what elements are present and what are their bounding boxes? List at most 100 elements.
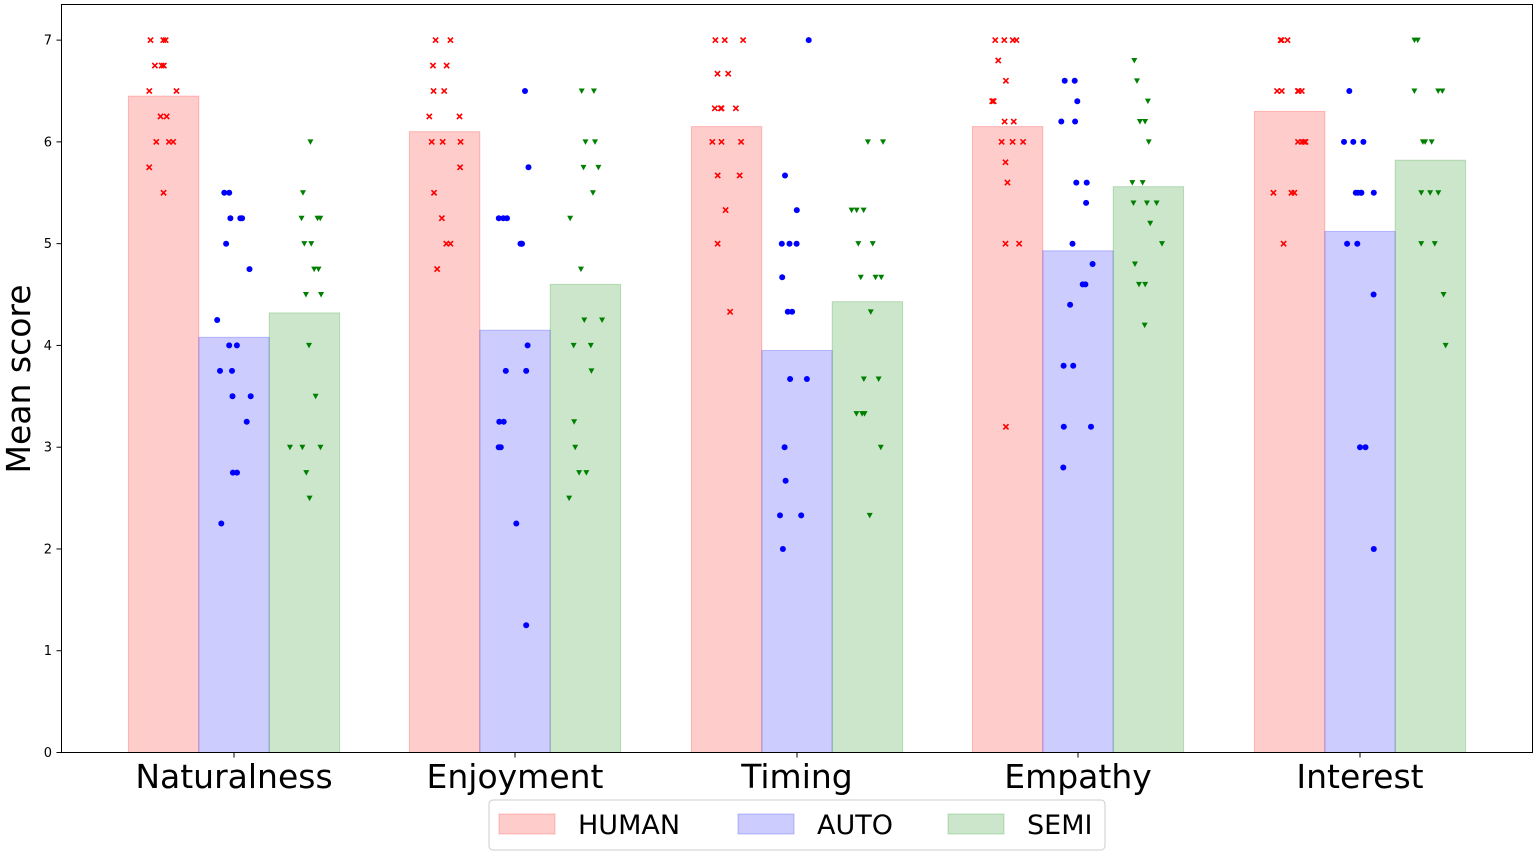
point-auto-empathy bbox=[1083, 199, 1090, 206]
point-auto-empathy bbox=[1079, 281, 1086, 288]
point-semi-empathy bbox=[1133, 78, 1140, 84]
point-semi-timing bbox=[866, 512, 873, 519]
point-auto-interest bbox=[1352, 189, 1359, 196]
x-tick-label-empathy: Empathy bbox=[1004, 757, 1152, 796]
point-human-timing bbox=[712, 36, 719, 44]
point-human-naturalness bbox=[151, 62, 159, 69]
point-human-naturalness bbox=[146, 87, 153, 95]
point-human-timing bbox=[732, 105, 740, 112]
point-semi-naturalness bbox=[315, 266, 322, 273]
point-auto-timing bbox=[779, 546, 786, 552]
point-semi-naturalness bbox=[298, 215, 305, 222]
point-semi-naturalness bbox=[312, 393, 319, 400]
bar-semi-empathy bbox=[1112, 186, 1185, 753]
point-auto-interest bbox=[1370, 291, 1377, 298]
point-semi-interest bbox=[1418, 190, 1425, 196]
point-semi-empathy bbox=[1131, 57, 1138, 64]
point-human-enjoyment bbox=[441, 87, 448, 95]
point-semi-timing bbox=[860, 207, 867, 214]
point-semi-interest bbox=[1435, 88, 1442, 95]
point-semi-timing bbox=[875, 376, 882, 383]
x-axis: Naturalness Enjoyment Timing Empathy Interes… bbox=[135, 752, 1424, 796]
point-human-enjoyment bbox=[443, 62, 450, 69]
point-auto-timing bbox=[779, 274, 786, 281]
point-human-enjoyment bbox=[426, 113, 433, 120]
point-semi-interest bbox=[1428, 139, 1435, 145]
point-human-naturalness bbox=[158, 62, 165, 69]
point-auto-timing bbox=[781, 444, 788, 451]
point-semi-timing bbox=[861, 411, 868, 417]
point-human-interest bbox=[1280, 240, 1287, 247]
point-auto-interest bbox=[1370, 546, 1377, 552]
point-human-interest bbox=[1288, 189, 1295, 196]
point-semi-timing bbox=[864, 139, 871, 145]
point-human-empathy bbox=[1001, 118, 1008, 125]
point-auto-empathy bbox=[1083, 179, 1090, 186]
point-semi-enjoyment bbox=[587, 342, 594, 349]
point-semi-enjoyment bbox=[588, 368, 595, 374]
point-human-timing bbox=[737, 138, 745, 146]
point-semi-empathy bbox=[1141, 322, 1148, 329]
point-human-enjoyment bbox=[428, 138, 435, 146]
y-tick-label: 6 bbox=[44, 135, 52, 150]
point-semi-interest bbox=[1414, 37, 1421, 44]
point-human-naturalness bbox=[160, 62, 167, 69]
point-auto-timing bbox=[782, 172, 788, 179]
y-axis: 0 1 2 3 4 5 6 7 bbox=[44, 34, 62, 761]
point-auto-timing bbox=[778, 240, 785, 247]
scatter-points-layer bbox=[146, 36, 1449, 629]
legend-label-auto: AUTO bbox=[817, 810, 893, 841]
point-human-naturalness bbox=[147, 36, 154, 44]
point-human-empathy bbox=[990, 98, 997, 105]
point-semi-interest bbox=[1422, 139, 1429, 145]
point-human-interest bbox=[1278, 87, 1285, 95]
y-tick-label: 4 bbox=[44, 339, 52, 354]
point-auto-timing bbox=[798, 512, 805, 519]
point-auto-empathy bbox=[1067, 301, 1074, 308]
point-semi-naturalness bbox=[314, 215, 321, 222]
bar-auto-empathy bbox=[1042, 250, 1114, 754]
point-auto-empathy bbox=[1073, 179, 1080, 186]
point-human-timing bbox=[736, 172, 743, 179]
bar-semi-naturalness bbox=[268, 312, 341, 753]
point-semi-timing bbox=[853, 411, 860, 417]
x-tick-label-naturalness: Naturalness bbox=[135, 757, 332, 796]
point-human-empathy bbox=[989, 98, 996, 105]
point-human-interest bbox=[1270, 189, 1277, 196]
point-auto-empathy bbox=[1061, 77, 1068, 84]
point-human-empathy bbox=[1001, 36, 1008, 44]
point-human-naturalness bbox=[173, 87, 180, 95]
point-human-empathy bbox=[992, 36, 999, 44]
point-auto-empathy bbox=[1070, 362, 1077, 369]
legend-swatch-auto bbox=[737, 813, 795, 835]
point-human-naturalness bbox=[163, 113, 170, 120]
point-auto-naturalness bbox=[218, 520, 225, 527]
point-semi-timing bbox=[867, 309, 874, 315]
bar-human-timing bbox=[690, 126, 763, 754]
point-semi-naturalness bbox=[307, 139, 314, 145]
point-semi-enjoyment bbox=[572, 444, 579, 451]
bar-semi-interest bbox=[1394, 159, 1467, 753]
point-auto-naturalness bbox=[246, 266, 253, 273]
point-auto-naturalness bbox=[243, 418, 250, 425]
point-auto-naturalness bbox=[247, 393, 254, 400]
point-semi-enjoyment bbox=[571, 419, 578, 425]
y-tick-label: 5 bbox=[44, 237, 52, 252]
point-human-empathy bbox=[1002, 159, 1009, 166]
point-semi-naturalness bbox=[286, 444, 293, 451]
point-auto-naturalness bbox=[226, 342, 233, 349]
point-auto-naturalness bbox=[214, 317, 221, 323]
point-semi-empathy bbox=[1159, 241, 1166, 247]
point-auto-empathy bbox=[1089, 261, 1096, 267]
point-human-enjoyment bbox=[456, 113, 463, 120]
point-semi-empathy bbox=[1135, 281, 1142, 288]
point-auto-interest bbox=[1357, 444, 1363, 451]
point-auto-empathy bbox=[1060, 423, 1067, 430]
point-human-naturalness bbox=[162, 36, 169, 44]
point-semi-enjoyment bbox=[567, 215, 574, 222]
point-semi-enjoyment bbox=[595, 164, 602, 171]
point-auto-naturalness bbox=[217, 367, 223, 374]
point-semi-enjoyment bbox=[576, 470, 583, 476]
point-semi-naturalness bbox=[301, 241, 308, 247]
point-auto-empathy bbox=[1058, 118, 1065, 125]
